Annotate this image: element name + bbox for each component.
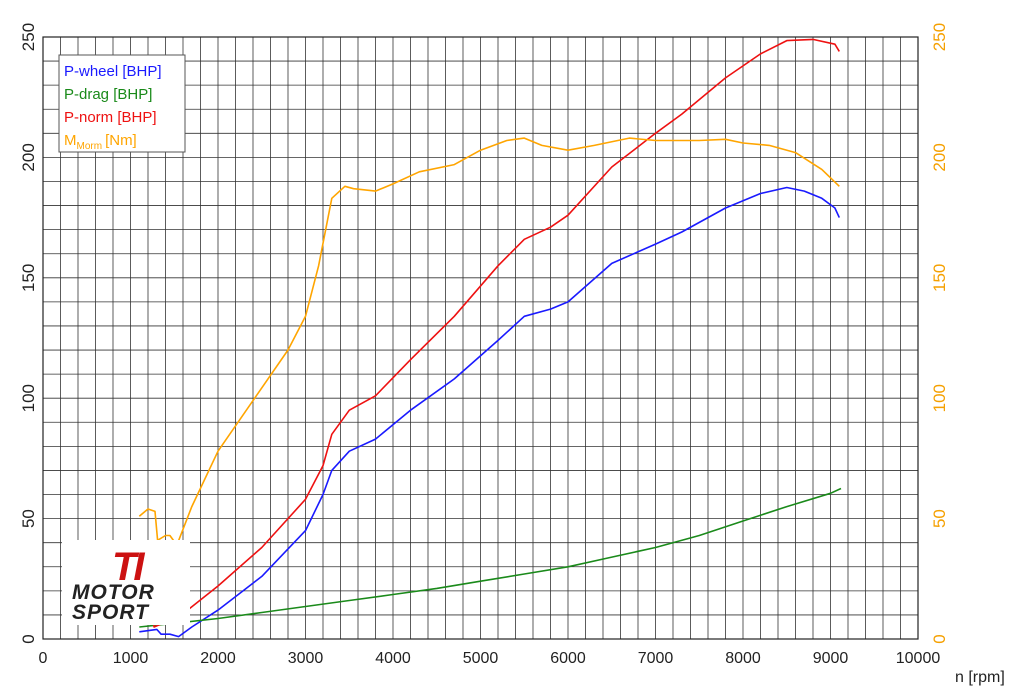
logo-line1: MOTOR bbox=[72, 581, 155, 604]
legend-m-main: M bbox=[64, 132, 77, 149]
right-axis-tick-label: 50 bbox=[930, 509, 949, 528]
x-axis-tick-label: 1000 bbox=[113, 650, 149, 667]
x-axis-tick-label: 8000 bbox=[725, 650, 761, 667]
left-axis-tick-label: 100 bbox=[19, 384, 38, 412]
x-axis-tick-label: 9000 bbox=[813, 650, 849, 667]
right-axis-tick-label: 200 bbox=[930, 143, 949, 171]
series-line-p-drag bbox=[139, 487, 842, 628]
plot-lines bbox=[138, 38, 842, 638]
left-axis-tick-label: 0 bbox=[19, 634, 38, 643]
right-axis-tick-label: 100 bbox=[930, 384, 949, 412]
left-axis-tick-label: 200 bbox=[19, 143, 38, 171]
logo-line2: SPORT bbox=[72, 601, 150, 624]
series-line-p-wheel bbox=[139, 186, 841, 638]
x-axis-tick-label: 6000 bbox=[550, 650, 586, 667]
x-axis-tick-label: 10000 bbox=[896, 650, 941, 667]
legend-m-sub: Morm bbox=[77, 141, 103, 152]
left-axis-tick-label: 250 bbox=[19, 23, 38, 51]
motorsport-logo: TI MOTOR SPORT bbox=[62, 540, 190, 625]
legend-p-drag: P-drag [BHP] bbox=[64, 86, 152, 103]
x-axis-ticks: 0 1000 2000 3000 4000 5000 6000 7000 8000 9000 100… bbox=[39, 650, 941, 667]
right-axis-tick-label: 150 bbox=[930, 264, 949, 292]
legend-m-morm: MMorm [Nm] bbox=[64, 132, 137, 152]
left-y-axis-ticks: 0 50 100 150 200 250 bbox=[19, 23, 38, 644]
series-line-m-morm bbox=[138, 137, 840, 546]
right-axis-tick-label: 250 bbox=[930, 23, 949, 51]
x-axis-label: n [rpm] bbox=[955, 669, 1005, 686]
axes bbox=[42, 36, 919, 640]
legend: P-wheel [BHP] P-drag [BHP] P-norm [BHP] … bbox=[58, 54, 186, 153]
logo-background bbox=[62, 540, 190, 625]
x-axis-tick-label: 7000 bbox=[638, 650, 674, 667]
x-axis-tick-label: 0 bbox=[39, 650, 48, 667]
x-axis-tick-label: 4000 bbox=[375, 650, 411, 667]
series-line-p-norm bbox=[139, 38, 840, 628]
legend-box bbox=[58, 54, 186, 153]
legend-p-wheel: P-wheel [BHP] bbox=[64, 63, 162, 80]
right-axis-tick-label: 0 bbox=[930, 634, 949, 643]
left-axis-tick-label: 150 bbox=[19, 264, 38, 292]
plot-frame bbox=[42, 36, 919, 640]
legend-m-unit: [Nm] bbox=[105, 132, 137, 149]
right-y-axis-ticks: 0 50 100 150 200 250 bbox=[930, 23, 949, 644]
x-axis-tick-label: 2000 bbox=[200, 650, 236, 667]
x-axis-tick-label: 3000 bbox=[288, 650, 324, 667]
x-axis-tick-label: 5000 bbox=[463, 650, 499, 667]
legend-p-norm: P-norm [BHP] bbox=[64, 109, 157, 126]
left-axis-tick-label: 50 bbox=[19, 509, 38, 528]
